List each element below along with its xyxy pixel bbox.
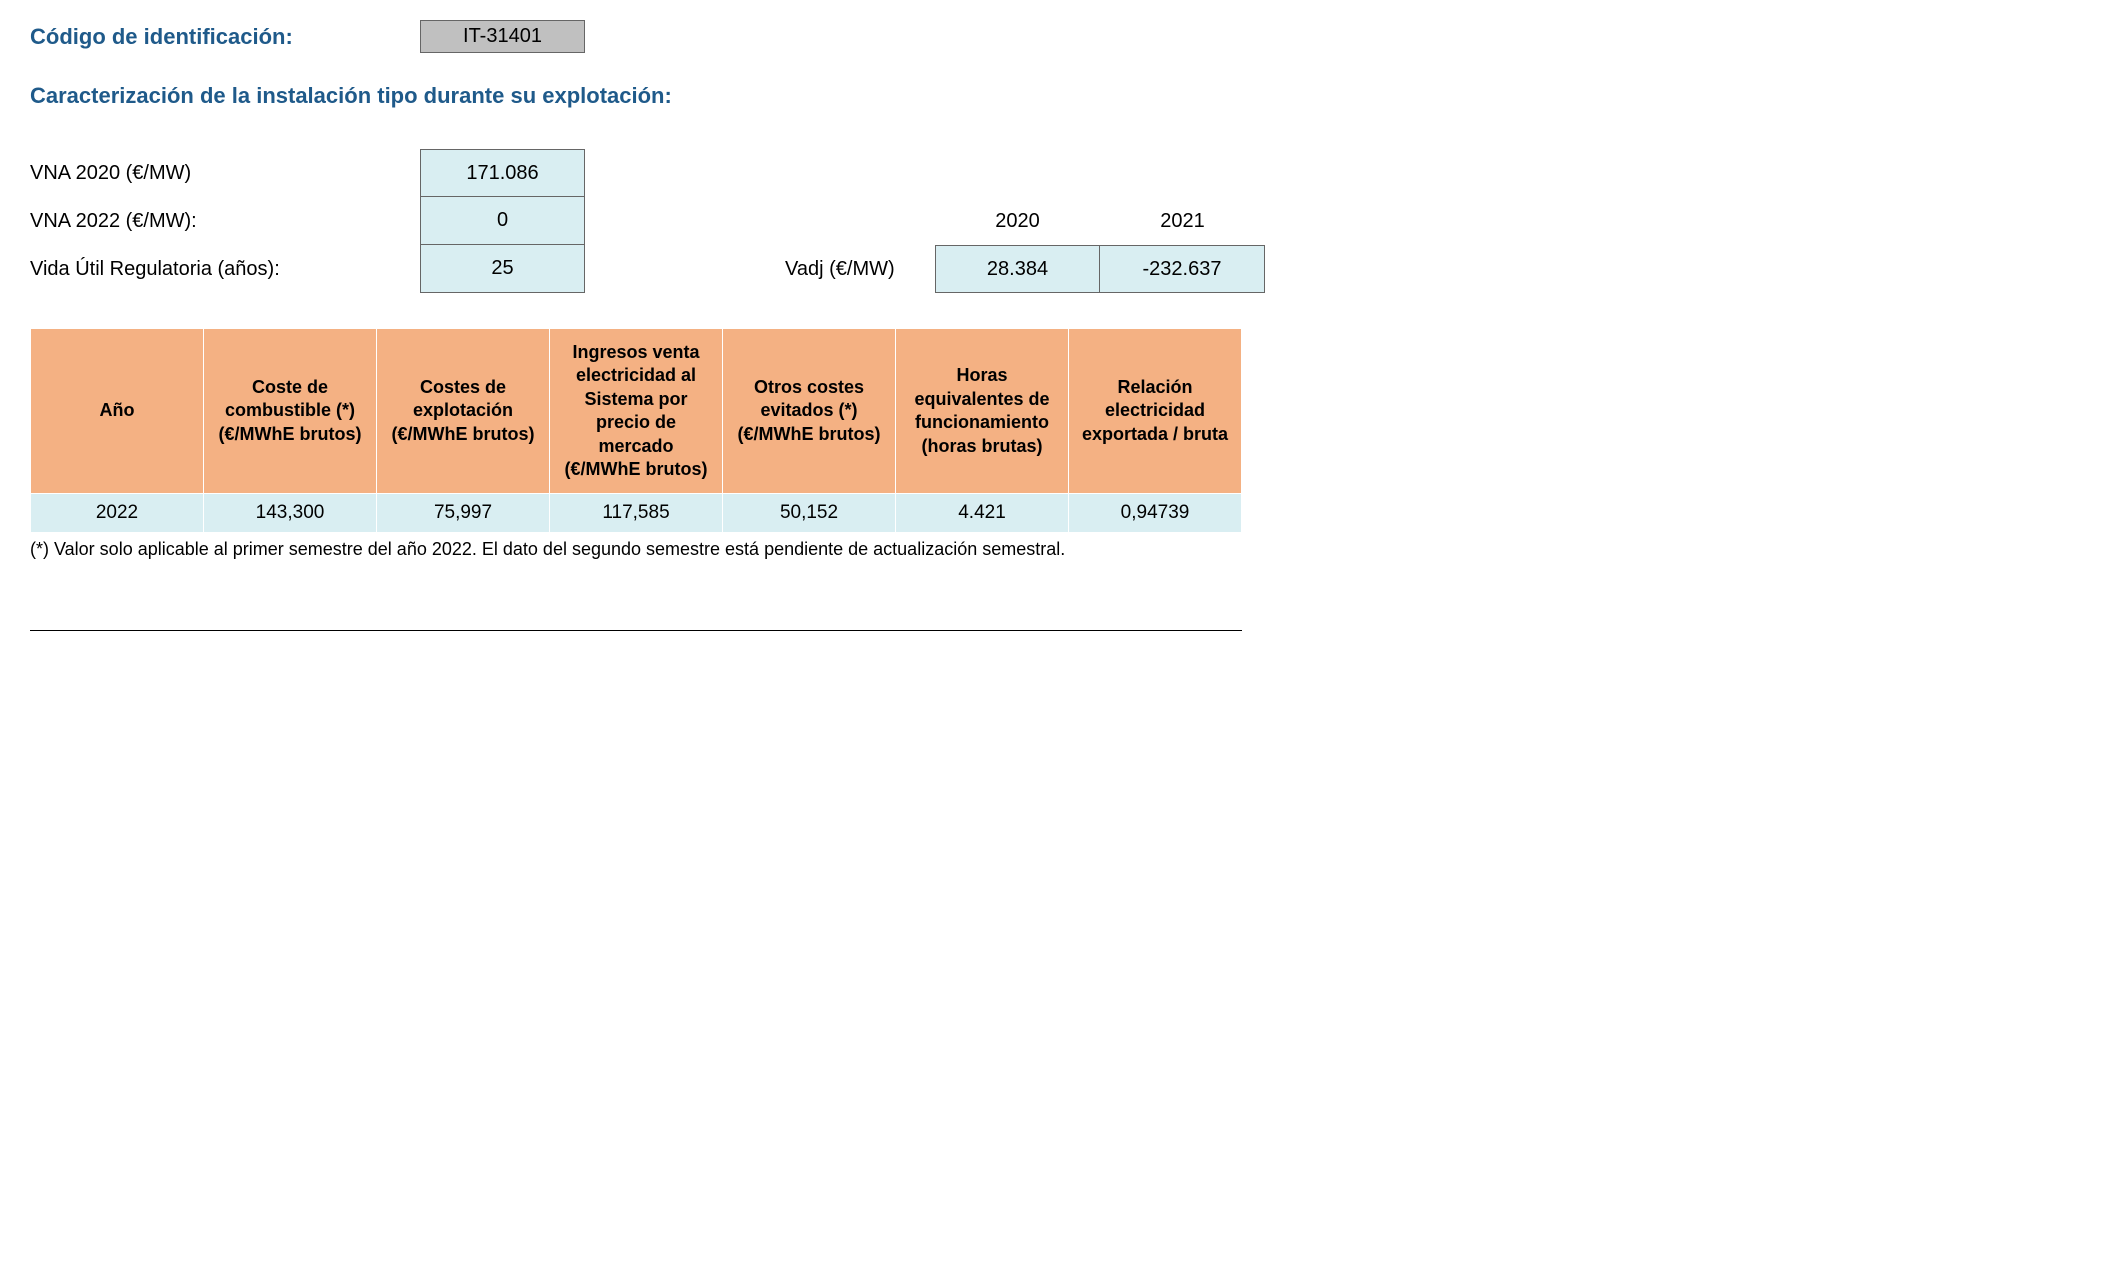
col-costes-explotacion: Costes de explotación (€/MWhE brutos) [377,329,550,494]
vadj-year-2020: 2020 [935,210,1100,233]
col-ingresos-venta: Ingresos venta electricidad al Sistema p… [550,329,723,494]
cell-relacion-electricidad: 0,94739 [1069,494,1242,533]
params-right: 2020 2021 Vadj (€/MW) 28.384 -232.637 [785,149,1265,293]
params-container: VNA 2020 (€/MW) 171.086 VNA 2022 (€/MW):… [30,149,2096,293]
cell-otros-costes: 50,152 [723,494,896,533]
vadj-value-2021: -232.637 [1100,245,1265,293]
data-table: Año Coste de combustible (*) (€/MWhE bru… [30,328,1242,533]
col-horas-equivalentes: Horas equivalentes de funcionamiento (ho… [896,329,1069,494]
vida-util-label: Vida Útil Regulatoria (años): [30,258,420,281]
col-otros-costes: Otros costes evitados (*) (€/MWhE brutos… [723,329,896,494]
vna-2020-label: VNA 2020 (€/MW) [30,162,420,185]
param-row-vida-util: Vida Útil Regulatoria (años): 25 [30,245,585,293]
vna-2020-value: 171.086 [420,149,585,197]
vna-2022-label: VNA 2022 (€/MW): [30,210,420,233]
vadj-value-2020: 28.384 [935,245,1100,293]
cell-horas-equivalentes: 4.421 [896,494,1069,533]
cell-ano: 2022 [31,494,204,533]
params-left: VNA 2020 (€/MW) 171.086 VNA 2022 (€/MW):… [30,149,585,293]
col-relacion-electricidad: Relación electricidad exportada / bruta [1069,329,1242,494]
bottom-rule [30,630,1242,631]
param-row-vna-2020: VNA 2020 (€/MW) 171.086 [30,149,585,197]
cell-ingresos-venta: 117,585 [550,494,723,533]
col-ano: Año [31,329,204,494]
table-row: 2022 143,300 75,997 117,585 50,152 4.421… [31,494,1242,533]
vadj-header-row: 2020 2021 [785,197,1265,245]
col-coste-combustible: Coste de combustible (*) (€/MWhE brutos) [204,329,377,494]
id-code-box: IT-31401 [420,20,585,53]
vida-util-value: 25 [420,245,585,293]
vadj-year-2021: 2021 [1100,210,1265,233]
param-row-vna-2022: VNA 2022 (€/MW): 0 [30,197,585,245]
header-row: Código de identificación: IT-31401 [30,20,2096,53]
vadj-label: Vadj (€/MW) [785,258,935,281]
cell-costes-explotacion: 75,997 [377,494,550,533]
vna-2022-value: 0 [420,197,585,245]
id-label: Código de identificación: [30,24,420,50]
footnote: (*) Valor solo aplicable al primer semes… [30,539,2096,560]
cell-coste-combustible: 143,300 [204,494,377,533]
vadj-value-row: Vadj (€/MW) 28.384 -232.637 [785,245,1265,293]
section-title: Caracterización de la instalación tipo d… [30,83,2096,109]
table-header-row: Año Coste de combustible (*) (€/MWhE bru… [31,329,1242,494]
